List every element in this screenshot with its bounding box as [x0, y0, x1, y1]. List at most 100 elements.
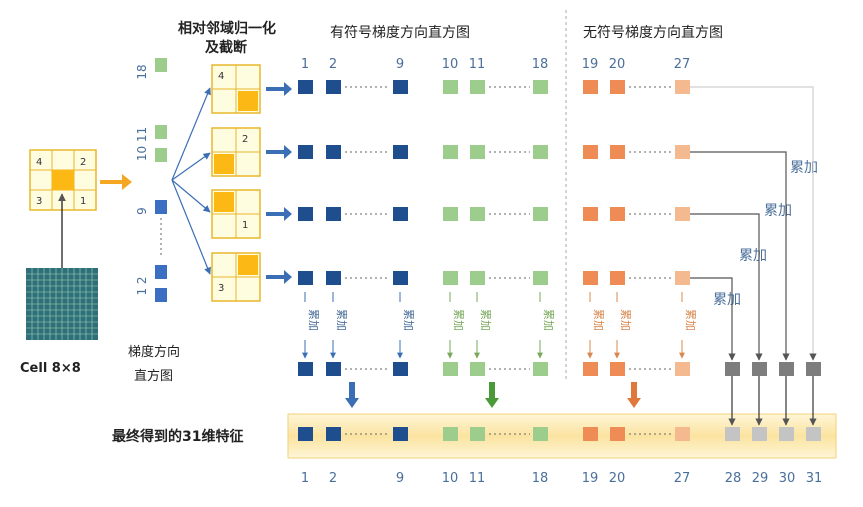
blue-bin — [298, 271, 313, 285]
bottom-index-labels: 1 2 9 10 11 18 19 20 27 28 29 30 31 — [301, 471, 822, 486]
green-bin — [443, 145, 458, 159]
vertical-label-18: 18 — [135, 64, 149, 79]
bottom-index-2: 2 — [329, 471, 337, 486]
accumulate-line — [690, 86, 817, 361]
blue-bin — [326, 80, 341, 94]
green-bin — [533, 362, 548, 376]
bottom-index-20: 20 — [609, 471, 626, 486]
green-bin — [533, 427, 548, 441]
blue-bin — [298, 362, 313, 376]
orange-bin — [583, 145, 598, 159]
green-bin — [470, 207, 485, 221]
col-accumulate-9: 累加 — [402, 309, 415, 331]
orange-bin — [675, 362, 690, 376]
col-accumulate-18: 累加 — [542, 309, 555, 331]
accumulate-label-2: 累加 — [764, 203, 792, 219]
orange-bin — [610, 362, 625, 376]
accumulate-label-3: 累加 — [739, 248, 767, 264]
gray-sum-bin — [752, 362, 767, 376]
green-bin — [443, 362, 458, 376]
down-arrow — [345, 382, 359, 408]
hist-bin — [155, 288, 167, 302]
green-bin — [470, 362, 485, 376]
green-bin — [470, 427, 485, 441]
col-accumulate-1: 累加 — [307, 309, 320, 331]
orange-bin — [675, 145, 690, 159]
hist-bin — [155, 148, 167, 162]
green-bin — [470, 80, 485, 94]
col-accumulate-10: 累加 — [452, 309, 465, 331]
normalize-title-2: 及截断 — [205, 39, 247, 56]
cell-number-4: 4 — [36, 157, 42, 168]
green-bin — [533, 80, 548, 94]
accumulate-line — [690, 277, 736, 361]
orange-bin — [675, 271, 690, 285]
orange-bin — [610, 207, 625, 221]
bottom-index-10: 10 — [442, 471, 459, 486]
cell-to-hist-arrow — [100, 174, 132, 190]
top-index-11: 11 — [469, 57, 486, 72]
cell-grid: 4 2 3 1 — [29, 149, 97, 211]
sum-arrows — [302, 292, 685, 408]
blue-bin — [326, 207, 341, 221]
top-index-27: 27 — [674, 57, 691, 72]
hist-bin — [155, 265, 167, 279]
orange-bin — [583, 207, 598, 221]
bottom-index-18: 18 — [532, 471, 549, 486]
hist-label-1: 梯度方向 — [128, 344, 180, 360]
bottom-index-1: 1 — [301, 471, 309, 486]
green-bin — [443, 271, 458, 285]
top-index-9: 9 — [396, 57, 404, 72]
green-bin — [443, 207, 458, 221]
cell-size-label: Cell 8×8 — [20, 361, 81, 376]
cell-number-1: 1 — [80, 196, 86, 207]
orange-bin — [610, 427, 625, 441]
blue-bin — [393, 145, 408, 159]
orange-bin — [675, 427, 690, 441]
orange-bin — [675, 207, 690, 221]
gray-final-bin — [725, 427, 740, 441]
orange-bin — [583, 362, 598, 376]
block-highlight — [214, 154, 234, 174]
gray-sum-bin — [725, 362, 740, 376]
fan-lines — [171, 87, 211, 275]
bottom-index-28: 28 — [725, 471, 742, 486]
right-accumulate-labels: 累加 累加 累加 累加 — [713, 160, 818, 308]
blue-bin — [393, 427, 408, 441]
cell-pixel-grid-icon — [26, 268, 98, 340]
top-index-labels: 1 2 9 10 11 18 19 20 27 — [301, 57, 690, 72]
gray-final-bin — [779, 427, 794, 441]
blue-bin — [326, 145, 341, 159]
vertical-label-1-2: 1 2 — [135, 276, 149, 295]
block-arrow — [266, 82, 292, 96]
top-index-20: 20 — [609, 57, 626, 72]
blue-bin — [298, 80, 313, 94]
green-bin — [470, 271, 485, 285]
down-arrow — [627, 382, 641, 408]
orange-bin — [583, 271, 598, 285]
green-bin — [470, 145, 485, 159]
unsigned-hist-title: 无符号梯度方向直方图 — [583, 24, 723, 41]
bottom-index-31: 31 — [806, 471, 823, 486]
green-bin — [533, 145, 548, 159]
gray-final-bin — [806, 427, 821, 441]
col-accumulate-20: 累加 — [619, 309, 632, 331]
top-index-10: 10 — [442, 57, 459, 72]
bottom-index-9: 9 — [396, 471, 404, 486]
accumulate-label-1: 累加 — [790, 160, 818, 176]
col-accumulate-19: 累加 — [592, 309, 605, 331]
block-highlight — [238, 255, 258, 275]
top-index-19: 19 — [582, 57, 599, 72]
block-number: 4 — [218, 71, 224, 82]
gradient-histogram-column — [155, 58, 167, 302]
column-accumulate-labels: 累加 累加 累加 累加 累加 累加 累加 累加 累加 — [307, 309, 697, 331]
bottom-index-19: 19 — [582, 471, 599, 486]
blue-bin — [326, 427, 341, 441]
green-bin — [443, 427, 458, 441]
green-bin — [443, 80, 458, 94]
hist-bin — [155, 58, 167, 72]
accumulate-line — [690, 151, 790, 361]
blue-bin — [298, 145, 313, 159]
blue-bin — [298, 207, 313, 221]
